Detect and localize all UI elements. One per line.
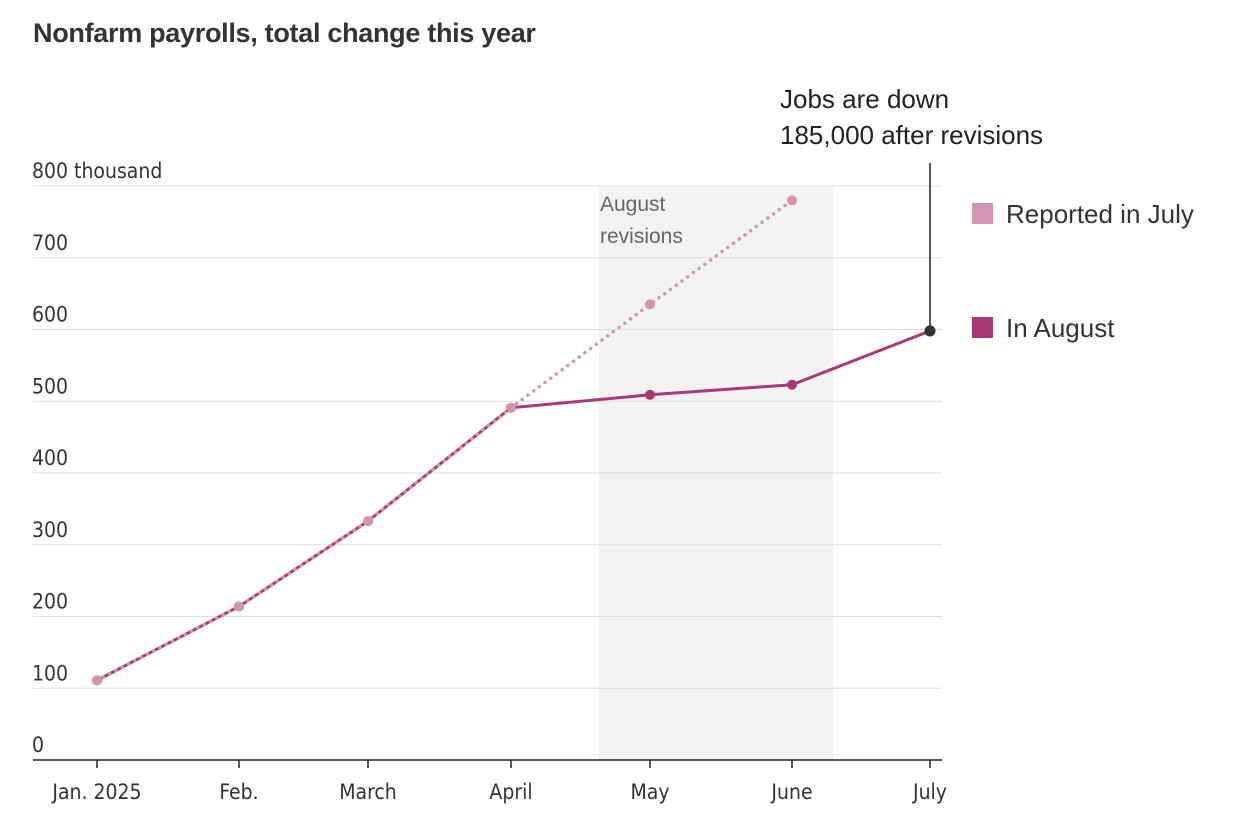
y-tick-label-200: 200 (32, 590, 68, 614)
series-0-point-4 (645, 299, 655, 310)
x-tick-label-2: March (339, 780, 397, 804)
legend-label-1: In August (1006, 313, 1115, 343)
legend-swatch-0 (972, 203, 993, 224)
series-0-point-2 (363, 516, 373, 527)
y-tick-label-400: 400 (32, 446, 68, 470)
shaded-region-label-line2: revisions (600, 225, 683, 248)
series-0-point-3 (506, 402, 516, 413)
x-tick-label-6: July (912, 780, 947, 804)
y-tick-label-700: 700 (32, 231, 68, 255)
legend-label-0: Reported in July (1006, 199, 1194, 229)
annotation-layer: Jobs are down 185,000 after revisions (780, 84, 1043, 337)
x-tick-label-5: June (770, 780, 812, 804)
series-0-point-5 (787, 195, 797, 206)
x-tick-label-0: Jan. 2025 (51, 780, 141, 804)
axes: Jan. 2025 Feb. March April May June July (33, 759, 947, 804)
series-0-point-1 (234, 601, 244, 612)
annotation-line1: Jobs are down (780, 84, 949, 114)
y-tick-label-500: 500 (32, 374, 68, 398)
legend-swatch-1 (972, 317, 993, 338)
annotation-point (924, 325, 936, 337)
annotation-line2: 185,000 after revisions (780, 120, 1043, 150)
legend: Reported in July In August (972, 199, 1194, 343)
gridlines: 0 100 200 300 400 500 600 700 800 thousand (32, 159, 942, 757)
x-tick-label-1: Feb. (219, 780, 258, 804)
y-tick-label-300: 300 (32, 518, 68, 542)
y-tick-label-100: 100 (32, 661, 68, 685)
y-tick-label-600: 600 (32, 303, 68, 327)
series-1-point-4 (645, 389, 655, 400)
series-1-point-5 (787, 379, 797, 390)
series-0-point-0 (92, 675, 102, 686)
series-layer (92, 195, 935, 686)
x-tick-label-3: April (489, 780, 532, 804)
x-tick-label-4: May (630, 780, 669, 804)
chart-title: Nonfarm payrolls, total change this year (33, 18, 536, 48)
y-tick-label-0: 0 (32, 733, 44, 757)
shaded-region-label-line1: August (600, 193, 666, 216)
series-line-0 (95, 198, 794, 683)
y-tick-label-800: 800 thousand (32, 159, 162, 183)
